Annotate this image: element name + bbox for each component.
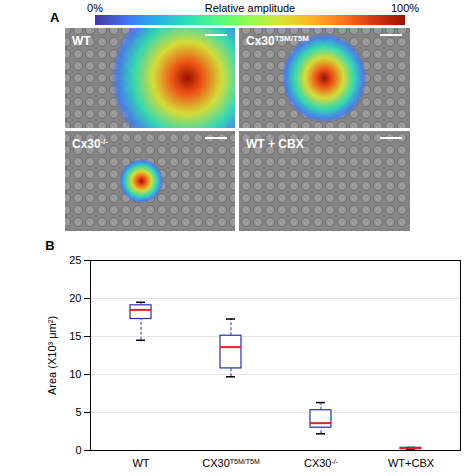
svg-text:5: 5	[75, 406, 81, 418]
svg-text:Area (X10³ μm²): Area (X10³ μm²)	[46, 316, 58, 395]
svg-text:20: 20	[69, 292, 81, 304]
svg-text:0: 0	[75, 444, 81, 456]
svg-text:B: B	[45, 238, 54, 253]
svg-text:10: 10	[69, 368, 81, 380]
svg-text:Cx30-/-: Cx30-/-	[72, 137, 109, 152]
svg-text:Relative amplitude: Relative amplitude	[205, 2, 296, 14]
svg-text:WT: WT	[72, 34, 91, 48]
svg-text:0%: 0%	[87, 2, 103, 14]
svg-text:A: A	[50, 10, 60, 25]
svg-text:Cx30T5M/T5M: Cx30T5M/T5M	[246, 34, 309, 49]
svg-text:WT: WT	[132, 457, 149, 469]
svg-text:15: 15	[69, 330, 81, 342]
svg-text:100%: 100%	[391, 2, 419, 14]
svg-text:WT + CBX: WT + CBX	[246, 137, 304, 151]
svg-text:WT+CBX: WT+CBX	[388, 457, 435, 469]
svg-text:CX30-/-: CX30-/-	[304, 457, 339, 469]
svg-text:25: 25	[69, 254, 81, 266]
svg-text:CX30T5M/T5M: CX30T5M/T5M	[202, 457, 260, 469]
